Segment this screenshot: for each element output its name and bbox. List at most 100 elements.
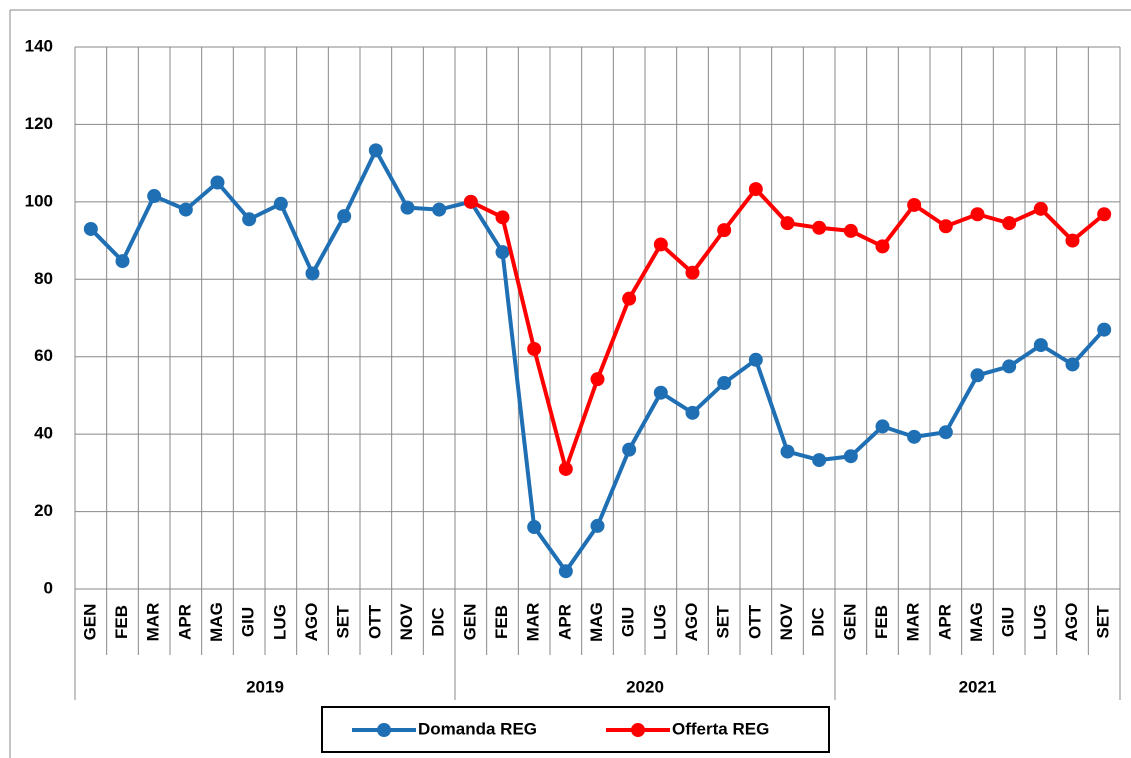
data-point bbox=[1002, 359, 1017, 374]
data-point bbox=[495, 210, 510, 225]
x-tick-label: DIC bbox=[809, 607, 828, 636]
x-tick-label: APR bbox=[175, 604, 194, 640]
x-tick-label: FEB bbox=[492, 605, 511, 639]
data-point bbox=[590, 372, 605, 387]
data-point bbox=[210, 175, 225, 190]
data-point bbox=[780, 444, 795, 459]
data-point bbox=[970, 368, 985, 383]
data-point bbox=[843, 223, 858, 238]
data-point bbox=[907, 429, 922, 444]
x-tick-label: LUG bbox=[1030, 604, 1049, 640]
data-point bbox=[273, 196, 288, 211]
data-point bbox=[938, 219, 953, 234]
data-point bbox=[748, 352, 763, 367]
data-point bbox=[622, 291, 637, 306]
data-point bbox=[1065, 357, 1080, 372]
data-point bbox=[242, 212, 257, 227]
series-line bbox=[89, 148, 1106, 574]
data-point bbox=[812, 220, 827, 235]
x-tick-label: NOV bbox=[777, 603, 796, 641]
data-point bbox=[178, 202, 193, 217]
data-point bbox=[938, 425, 953, 440]
legend-marker bbox=[377, 723, 391, 737]
data-point bbox=[875, 419, 890, 434]
data-point bbox=[780, 216, 795, 231]
x-tick-label: FEB bbox=[872, 605, 891, 639]
group-label: 2020 bbox=[626, 677, 664, 696]
x-tick-label: LUG bbox=[650, 604, 669, 640]
y-tick-label: 120 bbox=[25, 114, 53, 133]
data-point bbox=[622, 442, 637, 457]
series-line bbox=[469, 187, 1106, 471]
x-tick-label: MAR bbox=[144, 603, 163, 642]
y-tick-label: 20 bbox=[34, 501, 53, 520]
x-tick-label: MAG bbox=[207, 602, 226, 642]
legend-marker bbox=[631, 723, 645, 737]
x-tick-label: AGO bbox=[302, 603, 321, 642]
legend-label: Domanda REG bbox=[418, 719, 537, 738]
data-point bbox=[1097, 207, 1112, 222]
data-point bbox=[1097, 322, 1112, 337]
x-tick-label: OTT bbox=[745, 604, 764, 639]
data-point bbox=[115, 254, 130, 269]
x-tick-label: DIC bbox=[429, 607, 448, 636]
data-point bbox=[147, 189, 162, 204]
x-tick-label: MAG bbox=[967, 602, 986, 642]
x-tick-label: AGO bbox=[1062, 603, 1081, 642]
data-point bbox=[717, 376, 732, 391]
data-point bbox=[495, 245, 510, 260]
data-point bbox=[337, 209, 352, 224]
x-tick-label: GEN bbox=[840, 604, 859, 641]
x-tick-label: APR bbox=[555, 604, 574, 640]
y-tick-label: 140 bbox=[25, 36, 53, 55]
data-point bbox=[812, 453, 827, 468]
data-point bbox=[432, 202, 447, 217]
data-point bbox=[1065, 233, 1080, 248]
x-tick-label: GIU bbox=[239, 607, 258, 637]
x-tick-label: LUG bbox=[270, 604, 289, 640]
x-tick-label: SET bbox=[714, 605, 733, 639]
data-point bbox=[843, 449, 858, 464]
x-tick-label: SET bbox=[1094, 605, 1113, 639]
x-tick-label: OTT bbox=[365, 604, 384, 639]
data-point bbox=[83, 221, 98, 236]
data-point bbox=[970, 207, 985, 222]
data-point bbox=[527, 341, 542, 356]
data-point bbox=[590, 518, 605, 533]
data-point bbox=[305, 266, 320, 281]
y-tick-label: 0 bbox=[44, 578, 53, 597]
data-point bbox=[653, 385, 668, 400]
data-point bbox=[527, 520, 542, 535]
x-tick-label: FEB bbox=[112, 605, 131, 639]
data-point bbox=[1033, 338, 1048, 353]
data-point bbox=[1002, 216, 1017, 231]
data-point bbox=[685, 265, 700, 280]
x-tick-label: AGO bbox=[682, 603, 701, 642]
data-point bbox=[685, 405, 700, 420]
data-point bbox=[368, 143, 383, 158]
x-tick-label: GEN bbox=[460, 604, 479, 641]
data-point bbox=[717, 223, 732, 238]
x-tick-label: MAG bbox=[587, 602, 606, 642]
x-tick-label: NOV bbox=[397, 603, 416, 641]
data-point bbox=[875, 239, 890, 254]
x-tick-label: GIU bbox=[999, 607, 1018, 637]
y-tick-label: 100 bbox=[25, 191, 53, 210]
data-point bbox=[463, 194, 478, 209]
data-point bbox=[748, 182, 763, 197]
x-tick-label: GIU bbox=[619, 607, 638, 637]
data-point bbox=[653, 237, 668, 252]
data-point bbox=[558, 461, 573, 476]
legend-label: Offerta REG bbox=[672, 719, 769, 738]
y-tick-label: 40 bbox=[34, 424, 53, 443]
x-tick-label: MAR bbox=[904, 603, 923, 642]
x-tick-label: GEN bbox=[80, 604, 99, 641]
group-label: 2019 bbox=[246, 677, 284, 696]
data-point bbox=[1033, 201, 1048, 216]
group-label: 2021 bbox=[959, 677, 997, 696]
x-tick-label: SET bbox=[334, 605, 353, 639]
y-tick-label: 60 bbox=[34, 346, 53, 365]
y-tick-label: 80 bbox=[34, 269, 53, 288]
data-point bbox=[558, 564, 573, 579]
